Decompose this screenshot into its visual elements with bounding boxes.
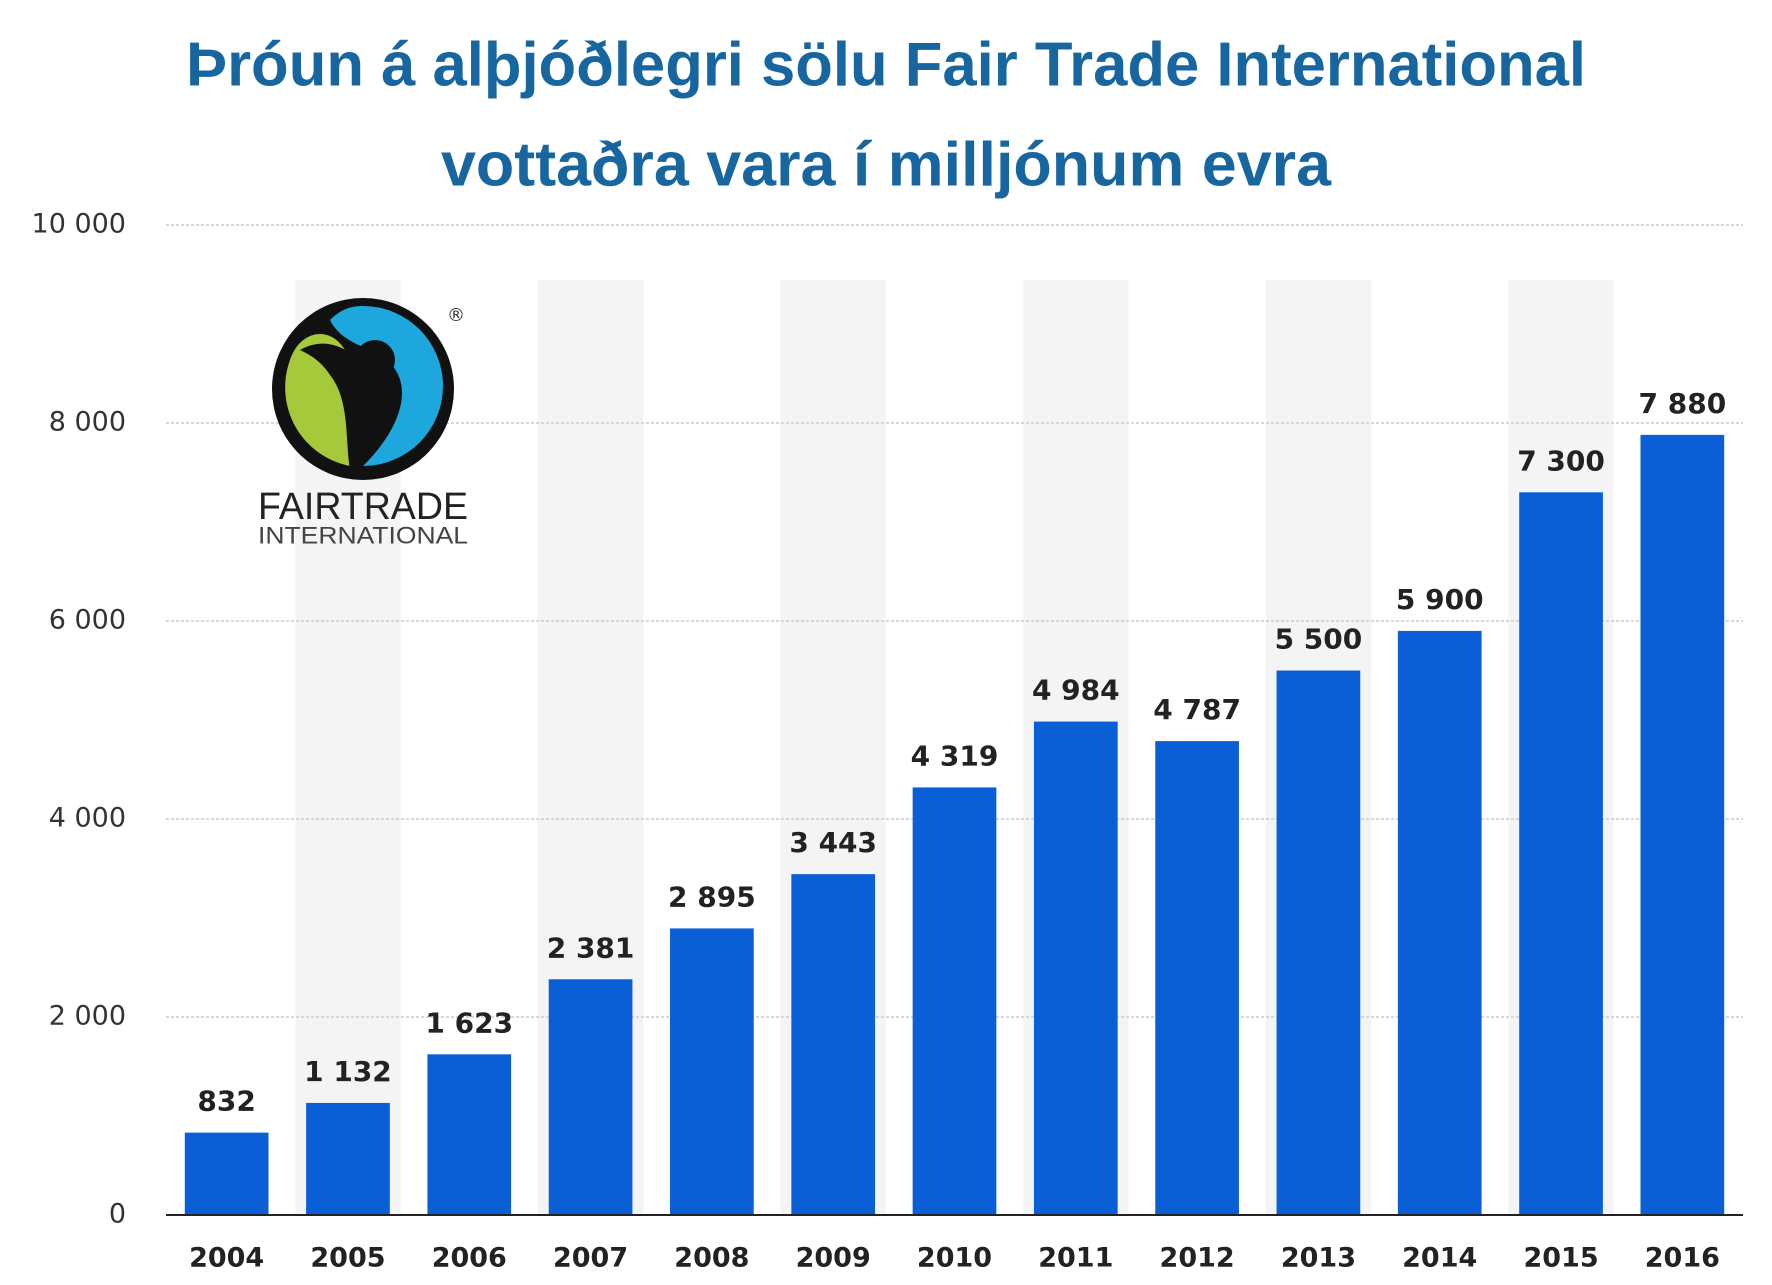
y-tick-label: 10 000 — [32, 209, 126, 240]
bar — [184, 1132, 269, 1215]
bar — [791, 874, 876, 1215]
x-tick-label: 2009 — [796, 1243, 871, 1274]
bar — [1519, 492, 1603, 1215]
x-tick-label: 2014 — [1402, 1243, 1477, 1274]
logo-blue — [330, 306, 443, 466]
value-label: 4 319 — [911, 739, 999, 772]
x-tick-label: 2012 — [1160, 1243, 1235, 1274]
value-label: 7 300 — [1517, 444, 1605, 477]
x-tick-label: 2016 — [1645, 1243, 1720, 1274]
value-label: 1 623 — [425, 1006, 513, 1039]
logo-mark: ® — [447, 305, 465, 326]
logo: ® FAIRTRADE INTERNATIONAL — [258, 298, 468, 549]
y-tick-label: 0 — [109, 1199, 126, 1230]
chart-title: vottaðra vara í milljónum evra — [441, 130, 1332, 199]
y-tick-label: 4 000 — [49, 803, 126, 834]
value-label: 3 443 — [789, 826, 877, 859]
value-label: 5 900 — [1396, 583, 1484, 616]
chart-title: Þróun á alþjóðlegri sölu Fair Trade Inte… — [186, 30, 1586, 99]
x-tick-label: 2007 — [553, 1243, 628, 1274]
x-tick-label: 2008 — [674, 1243, 749, 1274]
x-tick-label: 2006 — [432, 1243, 507, 1274]
x-tick-label: 2010 — [917, 1243, 992, 1274]
value-label: 7 880 — [1639, 387, 1727, 420]
x-tick-label: 2004 — [189, 1243, 264, 1274]
value-label: 2 381 — [547, 931, 635, 964]
value-label: 1 132 — [304, 1055, 392, 1088]
value-label: 5 500 — [1275, 623, 1363, 656]
value-label: 4 984 — [1032, 674, 1120, 707]
logo-subtext: INTERNATIONAL — [258, 522, 468, 549]
y-tick-label: 2 000 — [49, 1001, 126, 1032]
x-tick-label: 2015 — [1523, 1243, 1598, 1274]
bar — [1155, 741, 1239, 1215]
bar — [1397, 630, 1482, 1215]
y-tick-label: 8 000 — [49, 407, 126, 438]
bar — [912, 787, 997, 1215]
logo-text: FAIRTRADE — [258, 486, 468, 528]
bar — [548, 979, 633, 1215]
logo-head — [355, 340, 395, 380]
bar — [306, 1102, 390, 1215]
y-tick-label: 6 000 — [49, 605, 126, 636]
value-label: 4 787 — [1153, 693, 1241, 726]
value-label: 2 895 — [668, 880, 756, 913]
x-tick-label: 2005 — [310, 1243, 385, 1274]
value-label: 832 — [197, 1085, 255, 1118]
bar — [670, 928, 754, 1215]
bar — [1033, 721, 1118, 1215]
bar — [1276, 670, 1361, 1215]
bar — [1640, 434, 1725, 1215]
bar — [427, 1054, 512, 1215]
logo-black — [300, 343, 383, 470]
x-tick-label: 2011 — [1038, 1243, 1113, 1274]
bars — [184, 434, 1725, 1215]
x-tick-label: 2013 — [1281, 1243, 1356, 1274]
